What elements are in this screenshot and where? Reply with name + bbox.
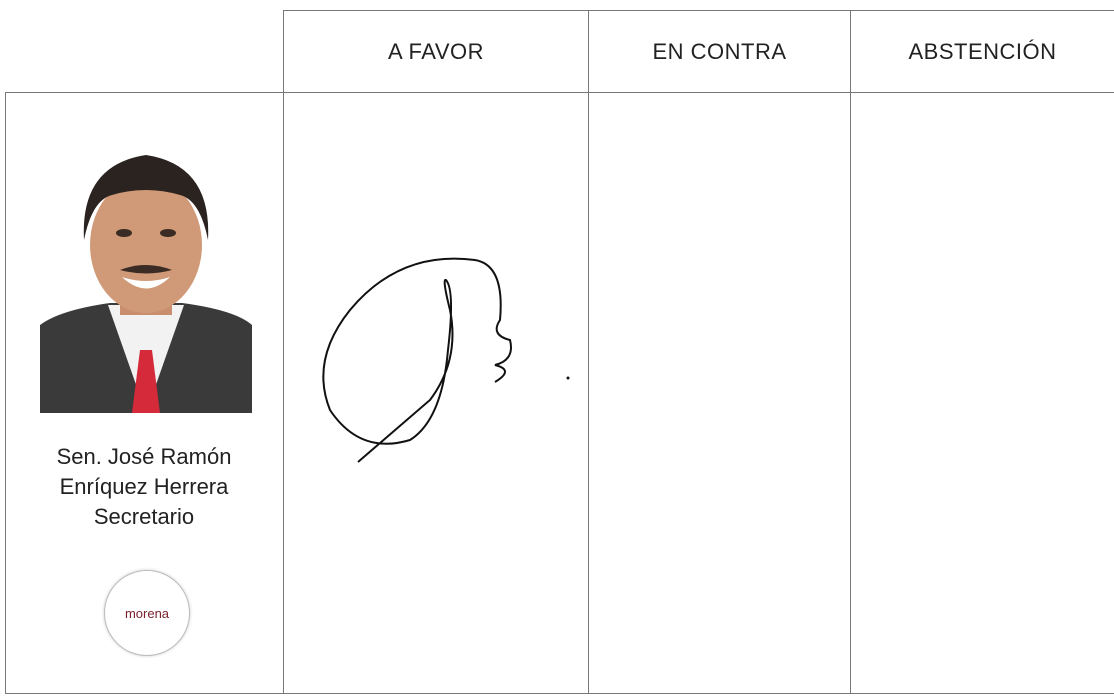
header-cell: A FAVOR <box>283 10 589 93</box>
photo <box>40 145 252 413</box>
vote-cell <box>588 92 851 694</box>
name-line: Secretario <box>93 504 195 529</box>
signature <box>322 257 570 463</box>
header-cell: ABSTENCIÓN <box>850 10 1114 93</box>
name-line: Enríquez Herrera <box>59 474 229 499</box>
name-line: Sen. José Ramón <box>56 444 232 469</box>
header-cell: EN CONTRA <box>588 10 851 93</box>
member-name: Sen. José Ramón Enríquez Herrera Secreta… <box>5 442 283 532</box>
vote-cell <box>850 92 1114 694</box>
party-logo: morena <box>104 570 190 656</box>
